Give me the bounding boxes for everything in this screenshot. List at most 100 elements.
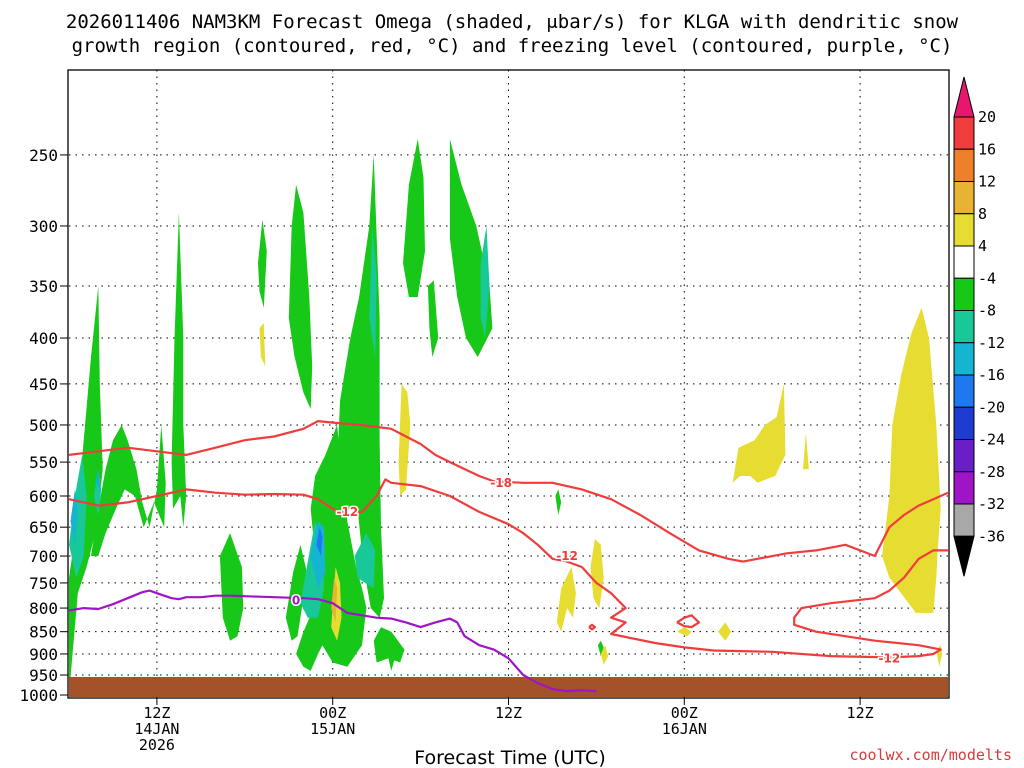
colorbar-segment <box>953 342 975 376</box>
contour-line <box>68 478 948 659</box>
contour-label: -12 <box>556 549 578 563</box>
colorbar-label: 4 <box>978 237 987 255</box>
y-tick-label: 450 <box>29 375 58 394</box>
x-tick-label: 12Z <box>495 704 522 722</box>
omega-region <box>600 645 609 665</box>
colorbar-segment <box>953 116 975 150</box>
x-tick-label: 16JAN <box>662 720 707 738</box>
chart-title-line2: growth region (contoured, red, °C) and f… <box>72 35 953 57</box>
x-tick-label: 15JAN <box>310 720 355 738</box>
contour-label: -12 <box>879 651 901 665</box>
contour-label: -12 <box>337 505 359 519</box>
y-tick-label: 900 <box>29 645 58 664</box>
colorbar-label: -16 <box>978 366 1005 384</box>
y-tick-label: 350 <box>29 277 58 296</box>
omega-region <box>427 280 439 357</box>
y-tick-label: 600 <box>29 487 58 506</box>
y-tick-label: 1000 <box>19 686 58 705</box>
omega-region <box>403 139 425 297</box>
omega-region <box>70 489 78 545</box>
colorbar-label: -8 <box>978 302 996 320</box>
contour-line <box>588 623 597 631</box>
colorbar-label: -20 <box>978 398 1005 416</box>
omega-region <box>677 627 692 637</box>
colorbar-segment <box>953 439 975 473</box>
colorbar-label: -12 <box>978 334 1005 352</box>
omega-region <box>259 323 266 367</box>
omega-shading <box>69 139 943 695</box>
omega-region <box>331 577 338 623</box>
y-tick-label: 750 <box>29 574 58 593</box>
y-tick-label: 550 <box>29 453 58 472</box>
omega-region <box>285 544 307 641</box>
contour-line <box>68 589 597 693</box>
contour-line <box>68 420 949 563</box>
omega-region <box>93 469 102 515</box>
y-tick-label: 650 <box>29 518 58 537</box>
y-axis-pressure: 250 300 350 400 450 500 550 600 650 700 750 800 850 9… <box>19 146 68 705</box>
omega-region <box>91 425 166 556</box>
omega-region <box>803 432 809 470</box>
colorbar-segment <box>953 503 975 537</box>
colorbar-segment <box>953 471 975 505</box>
omega-region <box>288 184 313 410</box>
x-tick-label: 12Z <box>143 704 170 722</box>
omega-region <box>732 383 786 483</box>
x-tick-label: 12Z <box>847 704 874 722</box>
colorbar-segment <box>953 406 975 440</box>
omega-region <box>316 527 323 556</box>
colorbar-segment <box>953 181 975 215</box>
omega-region <box>354 533 376 589</box>
colorbar-segment <box>953 213 975 247</box>
colorbar-top-arrow <box>953 76 975 118</box>
contour-lines: -18 -12 -12 -12 0 <box>68 420 949 693</box>
omega-region <box>597 640 604 657</box>
omega-region <box>369 226 377 357</box>
colorbar-segment <box>953 245 975 279</box>
omega-region <box>388 654 395 671</box>
chart-title-line1: 2026011406 NAM3KM Forecast Omega (shaded… <box>66 11 959 33</box>
y-tick-label: 700 <box>29 547 58 566</box>
omega-region <box>171 212 187 528</box>
omega-region <box>373 627 405 663</box>
omega-region <box>480 226 490 338</box>
colorbar-label: -28 <box>978 463 1005 481</box>
colorbar-segment <box>953 374 975 408</box>
omega-region <box>95 469 100 490</box>
omega-region <box>258 219 267 308</box>
gridlines <box>69 70 948 697</box>
x-tick-label: 00Z <box>671 704 698 722</box>
colorbar-label: -4 <box>978 269 996 287</box>
y-tick-label: 300 <box>29 217 58 236</box>
x-tick-label: 14JAN <box>134 720 179 738</box>
colorbar-label: 12 <box>978 173 996 191</box>
omega-region <box>718 622 732 641</box>
omega-region <box>590 539 604 609</box>
omega-region <box>556 567 576 632</box>
colorbar-label: -36 <box>978 527 1005 545</box>
colorbar: 20 16 12 8 4 -4 -8 -12 -16 -20 -24 -28 -32 -36 <box>953 76 1005 577</box>
omega-region <box>555 489 562 515</box>
colorbar-segment <box>953 310 975 344</box>
x-tick-label: 2026 <box>139 736 175 754</box>
colorbar-label: -32 <box>978 495 1005 513</box>
y-tick-label: 950 <box>29 666 58 685</box>
y-tick-label: 500 <box>29 416 58 435</box>
x-tick-label: 00Z <box>319 704 346 722</box>
omega-region <box>398 383 411 496</box>
y-tick-label: 800 <box>29 599 58 618</box>
colorbar-bottom-arrow <box>953 535 975 577</box>
x-axis-title: Forecast Time (UTC) <box>414 747 605 768</box>
contour-line <box>676 614 701 629</box>
credit-text: coolwx.com/modelts <box>849 746 1012 764</box>
omega-region <box>882 307 941 613</box>
omega-region <box>219 533 244 641</box>
ground-surface <box>69 677 948 697</box>
y-tick-label: 850 <box>29 623 58 642</box>
colorbar-label: 16 <box>978 140 996 158</box>
colorbar-segment <box>953 148 975 182</box>
contour-label: -18 <box>490 476 512 490</box>
y-tick-label: 250 <box>29 146 58 165</box>
contour-label: 0 <box>292 594 300 608</box>
